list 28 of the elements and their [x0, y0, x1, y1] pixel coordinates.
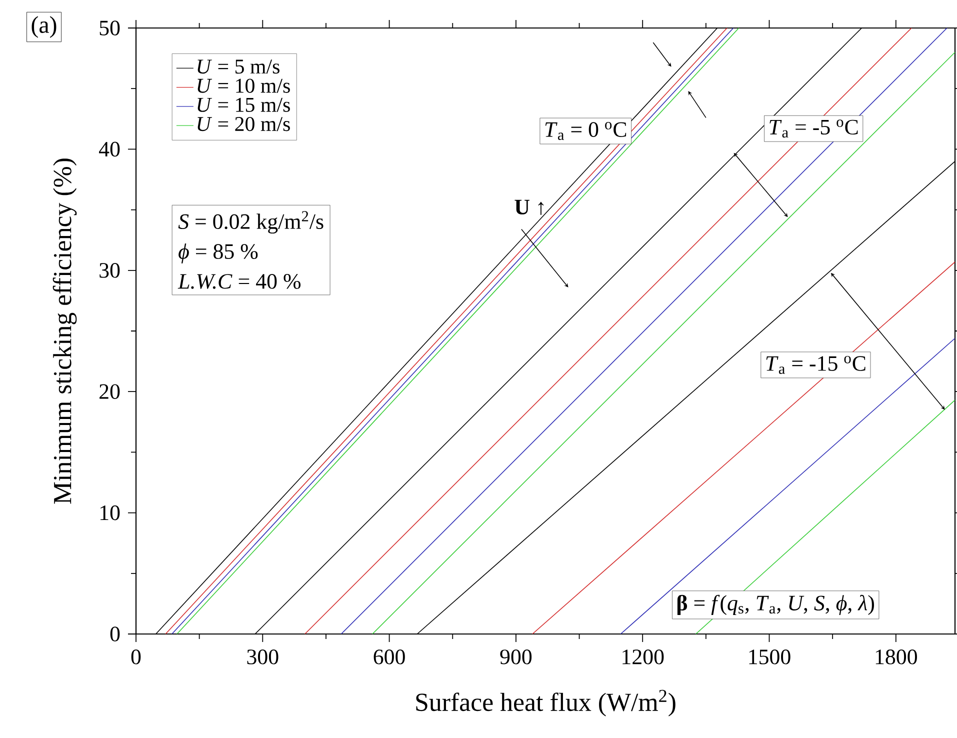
- x-tick-label: 0: [131, 650, 141, 664]
- y-tick-label: 10: [100, 505, 120, 520]
- annotation: T$_{a}$ = 0 $^{o}$C: [545, 122, 626, 140]
- legend-label: U = 15 m/s: [198, 98, 290, 112]
- annotation: T$_{a}$ = -5 $^{o}$C: [770, 120, 858, 138]
- annotation: T$_{a}$ = -15 $^{o}$C: [766, 356, 866, 374]
- x-axis-title: Surface heat flux (W/m$^{2}$): [416, 690, 676, 716]
- x-tick-label: 600: [374, 650, 405, 664]
- annotation: ϕ = 85 %: [178, 243, 258, 264]
- y-tick-label: 0: [110, 626, 120, 642]
- legend-label: U = 20 m/s: [198, 116, 290, 132]
- annotation: U ↑: [514, 200, 544, 215]
- text: (a): [32, 16, 56, 38]
- x-tick-label: 1800: [876, 650, 917, 664]
- x-tick-label: 1200: [622, 650, 664, 664]
- y-tick-label: 50: [100, 20, 120, 36]
- y-tick-label: 30: [100, 263, 120, 278]
- annotation: L.W.C = 40 %: [178, 274, 301, 289]
- annotation: S = 0.02 kg/m$^{2}$/s: [178, 211, 324, 234]
- y-axis-title: Minimum sticking efficiency (%): [52, 158, 77, 504]
- x-tick-label: 1500: [749, 650, 790, 664]
- y-tick-label: 20: [100, 384, 120, 399]
- legend-label: U = 10 m/s: [198, 78, 290, 93]
- text: β = f(q$_{s}$, T$_{a}$, U, S, ϕ, λ): [677, 594, 874, 615]
- legend-label: U = 5 m/s: [198, 60, 280, 74]
- y-tick-label: 40: [99, 142, 120, 157]
- x-tick-label: 300: [247, 650, 278, 664]
- x-tick-label: 900: [500, 650, 532, 664]
